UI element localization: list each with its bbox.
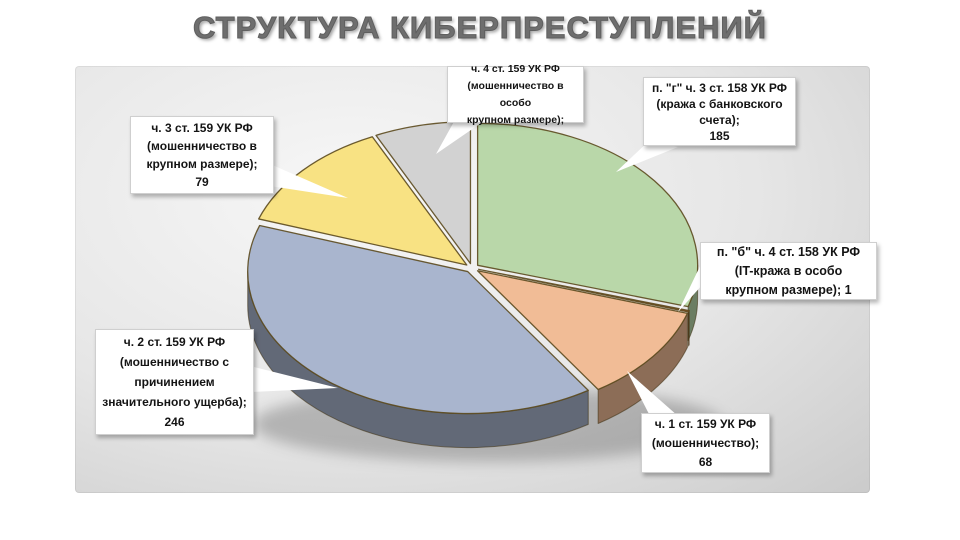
pie-slice-side-1 <box>688 310 690 347</box>
callout-pointer <box>678 260 703 312</box>
callout-art158-part4b: п. "б" ч. 4 ст. 158 УК РФ (IT-кража в ос… <box>700 242 877 300</box>
callout-art159-part3: ч. 3 ст. 159 УК РФ (мошенничество в круп… <box>130 116 274 194</box>
chart-title: СТРУКТУРА КИБЕРПРЕСТУПЛЕНИЙ <box>193 10 767 46</box>
callout-pointer <box>616 140 678 172</box>
callout-pointer <box>627 371 678 416</box>
pie-slice-2 <box>476 270 689 391</box>
callout-pointers <box>250 118 703 416</box>
pie-slices <box>247 120 699 449</box>
callout-pointer <box>250 366 338 392</box>
callout-art159-part2: ч. 2 ст. 159 УК РФ (мошенничество с прич… <box>95 329 254 435</box>
callout-art158-part3g: п. "г" ч. 3 ст. 158 УК РФ (кража с банко… <box>643 77 796 146</box>
callout-pointer <box>436 118 484 154</box>
callout-pointer <box>270 164 348 198</box>
callout-art159-part1: ч. 1 ст. 159 УК РФ (мошенничество); 68 <box>641 413 770 473</box>
pie-slice-1 <box>478 268 690 313</box>
pie-slice-4 <box>258 136 468 266</box>
pie-slice-3 <box>247 224 589 415</box>
callout-art159-part4: ч. 4 ст. 159 УК РФ (мошенничество в особ… <box>447 63 584 126</box>
